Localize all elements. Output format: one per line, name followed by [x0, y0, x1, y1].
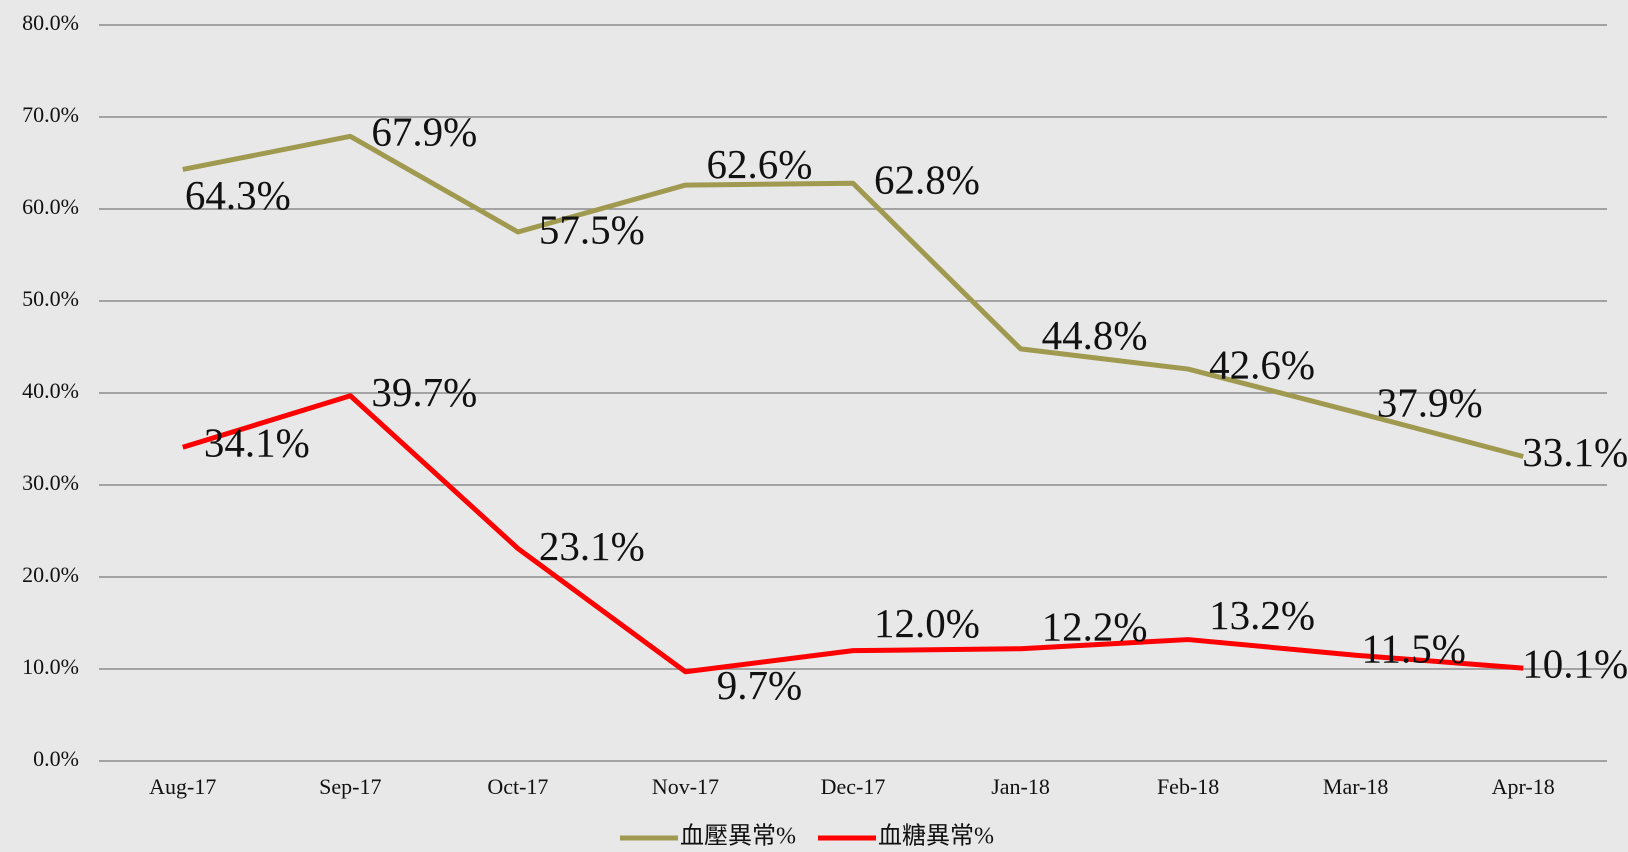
y-tick-label: 10.0%: [22, 654, 79, 679]
data-label: 64.3%: [185, 172, 291, 218]
y-tick-label: 60.0%: [22, 194, 79, 219]
y-tick-label: 70.0%: [22, 102, 79, 127]
x-tick-label: Apr-18: [1492, 774, 1555, 799]
x-tick-label: Dec-17: [821, 774, 886, 799]
data-label: 62.6%: [706, 141, 812, 187]
y-tick-label: 30.0%: [22, 470, 79, 495]
y-tick-label: 40.0%: [22, 378, 79, 403]
data-label: 10.1%: [1522, 640, 1628, 686]
x-tick-label: Sep-17: [319, 774, 381, 799]
x-tick-label: Feb-18: [1157, 774, 1219, 799]
data-label: 11.5%: [1361, 626, 1465, 672]
legend-label: 血壓異常%: [680, 823, 796, 850]
data-label: 57.5%: [539, 206, 645, 252]
data-label: 12.0%: [874, 600, 980, 646]
y-tick-label: 80.0%: [22, 10, 79, 35]
data-label: 44.8%: [1042, 312, 1148, 358]
x-tick-label: Nov-17: [652, 774, 719, 799]
data-label: 9.7%: [717, 662, 802, 708]
data-label: 13.2%: [1209, 592, 1315, 638]
data-label: 39.7%: [371, 369, 477, 415]
x-tick-label: Oct-17: [487, 774, 548, 799]
data-label: 67.9%: [371, 109, 477, 155]
y-tick-label: 0.0%: [33, 746, 79, 771]
data-label: 42.6%: [1209, 341, 1315, 387]
data-label: 37.9%: [1377, 380, 1483, 426]
series-line: [182, 133, 1524, 459]
y-tick-label: 20.0%: [22, 562, 79, 587]
data-label: 23.1%: [539, 523, 645, 569]
data-label: 12.2%: [1042, 603, 1148, 649]
data-label: 34.1%: [204, 420, 310, 466]
legend-label: 血糖異常%: [878, 823, 994, 850]
x-tick-label: Aug-17: [149, 774, 216, 799]
x-tick-label: Mar-18: [1323, 774, 1389, 799]
data-label: 33.1%: [1522, 429, 1628, 475]
data-label: 62.8%: [874, 157, 980, 203]
series-line: [182, 393, 1524, 675]
y-tick-label: 50.0%: [22, 286, 79, 311]
x-tick-label: Jan-18: [991, 774, 1050, 799]
